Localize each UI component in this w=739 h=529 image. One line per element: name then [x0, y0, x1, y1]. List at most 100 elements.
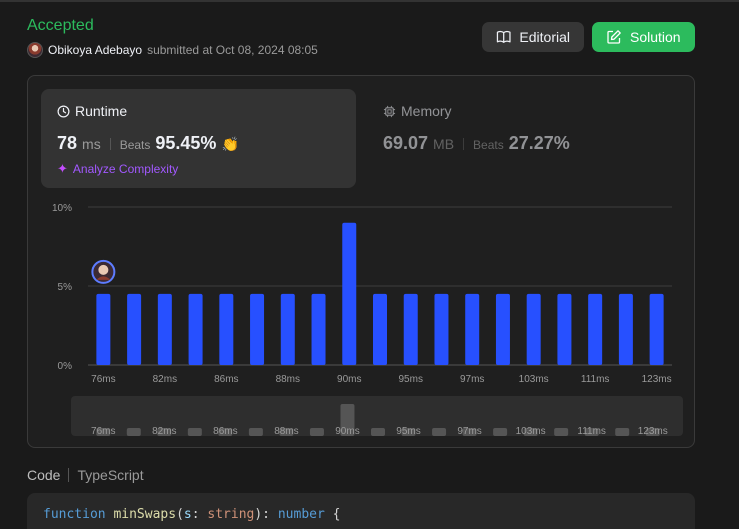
sparkle-icon: ✦ [57, 161, 68, 176]
navigator-bar [523, 428, 538, 436]
editorial-button[interactable]: Editorial [482, 22, 584, 52]
navigator-bar [279, 428, 294, 436]
chart-bar[interactable] [188, 293, 203, 365]
user-marker-face [98, 264, 109, 275]
chart-bar[interactable] [373, 293, 387, 365]
divider [68, 468, 70, 482]
navigator-bar [584, 428, 599, 436]
code-line: function minSwaps(s: string): number { [43, 507, 341, 522]
navigator-tick-label: 123ms [638, 426, 668, 436]
chart-bar[interactable] [588, 293, 603, 365]
chart-bar[interactable] [649, 293, 664, 365]
chart-bar[interactable] [250, 293, 265, 365]
runtime-title-text: Runtime [75, 103, 128, 119]
memory-value: 69.07 [383, 133, 429, 153]
x-tick-label: 103ms [519, 374, 549, 385]
runtime-unit: ms [82, 136, 101, 152]
analyze-complexity-link[interactable]: ✦ Analyze Complexity [57, 161, 178, 177]
chart-bar[interactable] [495, 293, 510, 365]
navigator-bar [96, 428, 111, 436]
navigator-tick-label: 86ms [213, 426, 237, 436]
code-type: string [207, 507, 255, 522]
code-param: s [183, 507, 192, 522]
x-tick-label: 97ms [460, 374, 484, 385]
navigator-tick-label: 90ms [335, 426, 359, 436]
navigator-tick-label: 82ms [152, 426, 176, 436]
x-tick-label: 95ms [399, 374, 423, 385]
y-tick-label: 5% [58, 282, 73, 293]
navigator-bar [218, 428, 233, 436]
navigator-bar [401, 428, 416, 436]
navigator-tick-label: 111ms [577, 426, 606, 436]
navigator-bar [615, 428, 630, 436]
top-divider [0, 0, 739, 2]
navigator-tick-label: 103ms [516, 426, 546, 436]
divider [463, 137, 465, 150]
navigator-bar [462, 428, 477, 436]
x-tick-label: 123ms [642, 374, 672, 385]
chart-bar[interactable] [526, 293, 541, 365]
chart-bar[interactable] [96, 293, 111, 365]
clap-icon: 👏 [221, 136, 239, 152]
memory-metrics: 69.07 MB Beats 27.27% [383, 133, 570, 154]
submission-status: Accepted [27, 17, 94, 34]
code-header: Code TypeScript [27, 467, 144, 483]
navigator-minimap[interactable]: 76ms 82ms 86ms 88ms 90ms 95ms 97ms 103ms 111ms 12… [71, 396, 683, 436]
chart-bar[interactable] [280, 293, 295, 365]
chart-bar[interactable] [465, 293, 480, 365]
navigator-bar [187, 428, 202, 436]
username-link[interactable]: Obikoya Adebayo [48, 43, 143, 57]
navigator-bar [309, 428, 324, 436]
code-block[interactable]: function minSwaps(s: string): number { [27, 493, 695, 529]
clock-icon [57, 105, 70, 117]
y-tick-label: 0% [58, 361, 73, 372]
chip-icon [383, 105, 396, 117]
editorial-label: Editorial [519, 29, 570, 45]
chart-bar[interactable] [434, 293, 449, 365]
navigator-bar [554, 428, 569, 436]
x-tick-label: 76ms [91, 374, 115, 385]
runtime-metrics: 78 ms Beats 95.45% 👏 [57, 133, 239, 154]
runtime-beats-label: Beats [119, 138, 151, 152]
runtime-card[interactable]: Runtime 78 ms Beats 95.45% 👏 ✦ Analyze C… [41, 89, 356, 188]
x-tick-label: 90ms [337, 374, 361, 385]
solution-button[interactable]: Solution [592, 22, 695, 52]
language-label: TypeScript [77, 467, 144, 483]
submitter-info: Obikoya Adebayo submitted at Oct 08, 202… [27, 42, 318, 58]
performance-panel: Runtime 78 ms Beats 95.45% 👏 ✦ Analyze C… [27, 75, 695, 448]
memory-card[interactable]: Memory 69.07 MB Beats 27.27% [383, 89, 673, 188]
chart-navigator[interactable]: 76ms 82ms 86ms 88ms 90ms 95ms 97ms 103ms 111ms 12… [71, 396, 683, 436]
memory-title-text: Memory [401, 103, 452, 119]
navigator-tick-label: 95ms [396, 426, 420, 436]
chart-bar[interactable] [557, 293, 572, 365]
memory-title: Memory [383, 103, 452, 119]
chart-bar[interactable] [127, 293, 142, 365]
code-return-type: number [277, 507, 325, 522]
navigator-bar [432, 428, 447, 436]
navigator-bar [645, 428, 660, 436]
chart-bar[interactable] [157, 293, 172, 365]
avatar[interactable] [27, 42, 43, 58]
runtime-value: 78 [57, 133, 78, 153]
x-tick-label: 88ms [276, 374, 300, 385]
navigator-tick-label: 97ms [457, 426, 481, 436]
chart-bar[interactable] [342, 222, 357, 365]
memory-beats-label: Beats [473, 138, 504, 152]
solution-label: Solution [630, 29, 681, 45]
navigator-tick-label: 76ms [91, 426, 115, 436]
analyze-complexity-label: Analyze Complexity [72, 162, 179, 176]
user-marker-body [96, 276, 111, 280]
runtime-distribution-chart[interactable]: 0% 5% 10% 76ms 82ms 86ms 88ms 90ms 95ms 97ms 103ms… [28, 191, 696, 391]
navigator-bar [371, 428, 385, 436]
book-icon [496, 30, 511, 43]
divider [109, 137, 111, 150]
chart-bar[interactable] [618, 293, 633, 365]
x-tick-label: 86ms [214, 374, 238, 385]
chart-bar[interactable] [403, 293, 418, 365]
navigator-bar [157, 428, 172, 436]
runtime-title: Runtime [57, 103, 127, 119]
edit-icon [607, 30, 621, 44]
chart-bar[interactable] [219, 293, 234, 365]
chart-bar[interactable] [311, 293, 326, 365]
code-tab[interactable]: Code [27, 467, 61, 483]
